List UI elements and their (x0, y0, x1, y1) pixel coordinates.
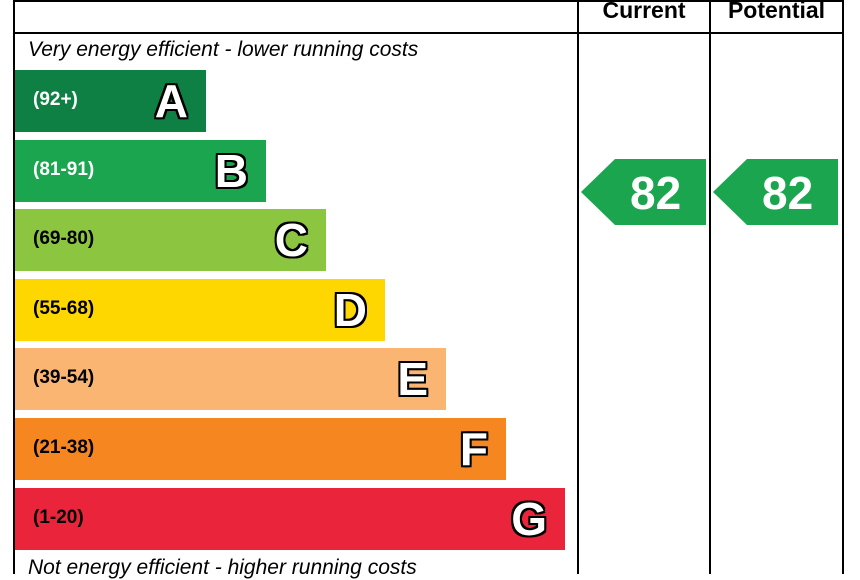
current-rating-arrow: 82 (581, 159, 706, 225)
arrow-polygon (713, 159, 838, 225)
header-top-border (13, 0, 844, 2)
band-letter: C (274, 214, 308, 266)
band-letter: D (333, 284, 367, 336)
right-border (842, 0, 844, 574)
current-rating-value: 82 (630, 167, 682, 219)
potential-rating-arrow: 82 (713, 159, 838, 225)
arrow-shape (713, 159, 838, 225)
band-e: (39-54) E (15, 348, 446, 410)
potential-column-divider (709, 0, 711, 574)
potential-column-header: Potential (727, 0, 826, 23)
band-range-label: (92+) (33, 89, 78, 110)
band-a: (92+) A (15, 70, 206, 132)
band-g: (1-20) G (15, 488, 565, 550)
top-caption: Very energy efficient - lower running co… (28, 38, 419, 61)
current-column-header: Current (602, 0, 686, 23)
left-border (13, 0, 15, 574)
band-c: (69-80) C (15, 209, 326, 271)
potential-rating-value: 82 (762, 167, 814, 219)
band-range-label: (55-68) (33, 298, 95, 319)
band-f: (21-38) F (15, 418, 506, 480)
band-letter: E (397, 353, 428, 405)
band-letter: G (511, 493, 547, 545)
band-letter: F (459, 423, 488, 475)
band-range-label: (39-54) (33, 367, 95, 388)
current-column-divider (577, 0, 579, 574)
bottom-caption: Not energy efficient - higher running co… (28, 556, 417, 579)
band-range-label: (21-38) (33, 437, 95, 458)
band-letter: B (214, 145, 248, 197)
band-letter: A (154, 75, 188, 127)
band-range-label: (1-20) (33, 507, 84, 528)
band-d: (55-68) D (15, 279, 385, 341)
band-range-label: (81-91) (33, 159, 95, 180)
band-b: (81-91) B (15, 140, 266, 202)
arrow-shape (581, 159, 706, 225)
arrow-polygon (581, 159, 706, 225)
band-range-label: (69-80) (33, 228, 95, 249)
header-bottom-border (13, 32, 844, 34)
